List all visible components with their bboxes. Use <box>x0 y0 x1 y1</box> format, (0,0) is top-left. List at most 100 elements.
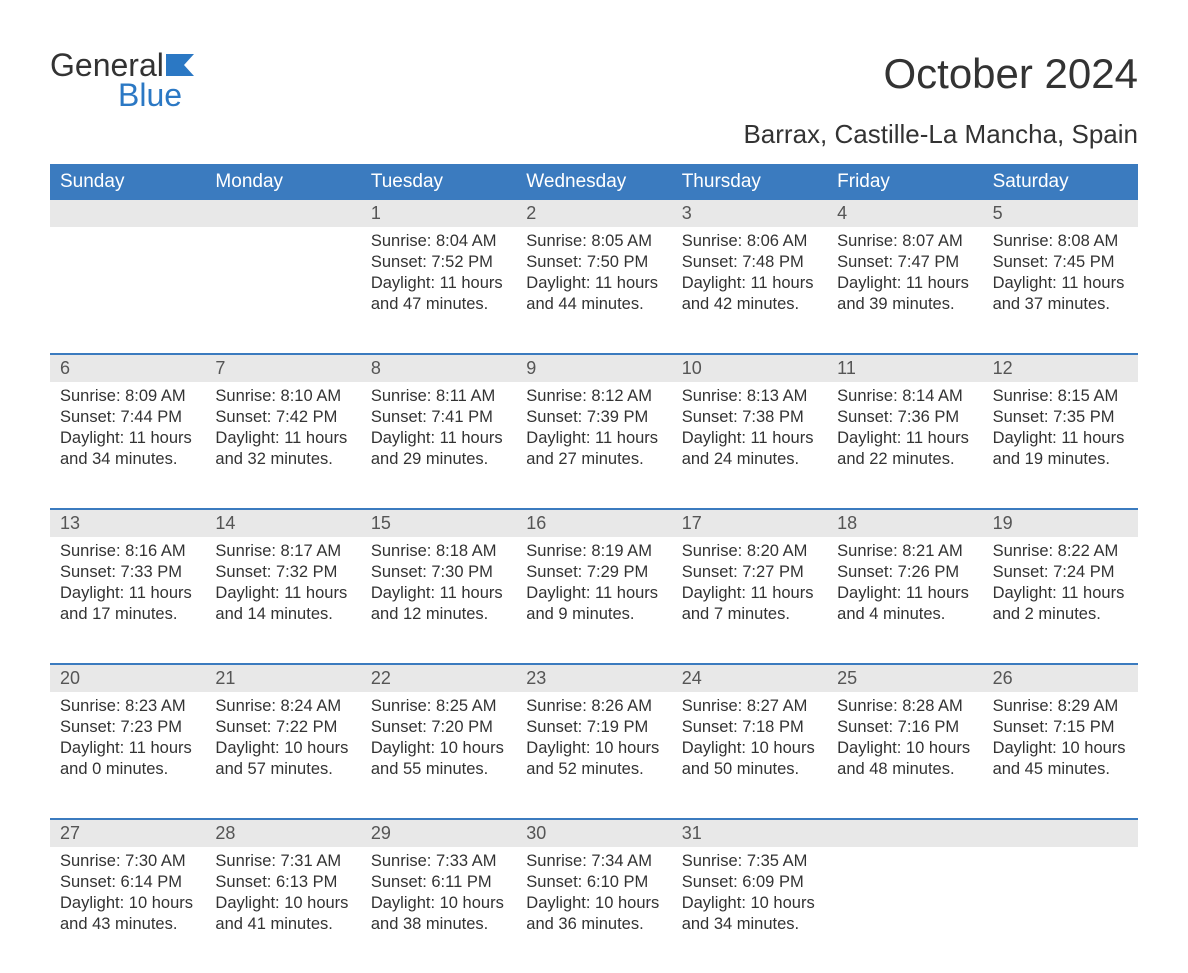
sunset-text: Sunset: 6:13 PM <box>215 872 350 893</box>
day-cell: Sunrise: 8:28 AMSunset: 7:16 PMDaylight:… <box>827 692 982 818</box>
day-number: 5 <box>983 200 1138 227</box>
daylight-text: Daylight: 10 hours and 43 minutes. <box>60 893 195 935</box>
sunrise-text: Sunrise: 8:13 AM <box>682 386 817 407</box>
day-number: 11 <box>827 355 982 382</box>
sunrise-text: Sunrise: 8:20 AM <box>682 541 817 562</box>
sunrise-text: Sunrise: 7:33 AM <box>371 851 506 872</box>
sunrise-text: Sunrise: 8:04 AM <box>371 231 506 252</box>
sunset-text: Sunset: 7:26 PM <box>837 562 972 583</box>
sunrise-text: Sunrise: 8:10 AM <box>215 386 350 407</box>
col-thursday: Thursday <box>672 164 827 200</box>
daylight-text: Daylight: 11 hours and 39 minutes. <box>837 273 972 315</box>
sunrise-text: Sunrise: 8:27 AM <box>682 696 817 717</box>
sunset-text: Sunset: 7:33 PM <box>60 562 195 583</box>
sunset-text: Sunset: 7:20 PM <box>371 717 506 738</box>
day-number <box>983 820 1138 847</box>
daylight-text: Daylight: 10 hours and 55 minutes. <box>371 738 506 780</box>
sunrise-text: Sunrise: 8:15 AM <box>993 386 1128 407</box>
day-cell: Sunrise: 8:08 AMSunset: 7:45 PMDaylight:… <box>983 227 1138 353</box>
day-cell: Sunrise: 8:26 AMSunset: 7:19 PMDaylight:… <box>516 692 671 818</box>
sunset-text: Sunset: 7:16 PM <box>837 717 972 738</box>
day-cell: Sunrise: 8:27 AMSunset: 7:18 PMDaylight:… <box>672 692 827 818</box>
day-number: 4 <box>827 200 982 227</box>
sunrise-text: Sunrise: 8:24 AM <box>215 696 350 717</box>
sunrise-text: Sunrise: 7:30 AM <box>60 851 195 872</box>
day-cell: Sunrise: 8:20 AMSunset: 7:27 PMDaylight:… <box>672 537 827 663</box>
day-number: 1 <box>361 200 516 227</box>
sunset-text: Sunset: 7:47 PM <box>837 252 972 273</box>
daynum-row: 20212223242526 <box>50 663 1138 692</box>
day-cell: Sunrise: 8:18 AMSunset: 7:30 PMDaylight:… <box>361 537 516 663</box>
sunset-text: Sunset: 7:18 PM <box>682 717 817 738</box>
sunset-text: Sunset: 7:29 PM <box>526 562 661 583</box>
daylight-text: Daylight: 11 hours and 24 minutes. <box>682 428 817 470</box>
week-body: Sunrise: 8:09 AMSunset: 7:44 PMDaylight:… <box>50 382 1138 508</box>
daylight-text: Daylight: 11 hours and 42 minutes. <box>682 273 817 315</box>
sunset-text: Sunset: 7:32 PM <box>215 562 350 583</box>
sunrise-text: Sunrise: 8:25 AM <box>371 696 506 717</box>
day-cell: Sunrise: 8:09 AMSunset: 7:44 PMDaylight:… <box>50 382 205 508</box>
col-monday: Monday <box>205 164 360 200</box>
daylight-text: Daylight: 10 hours and 41 minutes. <box>215 893 350 935</box>
day-number: 2 <box>516 200 671 227</box>
daylight-text: Daylight: 11 hours and 32 minutes. <box>215 428 350 470</box>
daylight-text: Daylight: 11 hours and 17 minutes. <box>60 583 195 625</box>
day-cell: Sunrise: 7:31 AMSunset: 6:13 PMDaylight:… <box>205 847 360 973</box>
day-number: 18 <box>827 510 982 537</box>
day-cell: Sunrise: 8:17 AMSunset: 7:32 PMDaylight:… <box>205 537 360 663</box>
day-number: 27 <box>50 820 205 847</box>
sunrise-text: Sunrise: 8:14 AM <box>837 386 972 407</box>
day-number: 25 <box>827 665 982 692</box>
daylight-text: Daylight: 10 hours and 57 minutes. <box>215 738 350 780</box>
week-body: Sunrise: 7:30 AMSunset: 6:14 PMDaylight:… <box>50 847 1138 973</box>
day-number: 8 <box>361 355 516 382</box>
day-cell: Sunrise: 8:07 AMSunset: 7:47 PMDaylight:… <box>827 227 982 353</box>
sunset-text: Sunset: 6:11 PM <box>371 872 506 893</box>
day-number: 14 <box>205 510 360 537</box>
sunrise-text: Sunrise: 8:05 AM <box>526 231 661 252</box>
week-4: 20212223242526 Sunrise: 8:23 AM Sunset: 7:… <box>50 663 1138 818</box>
sunrise-text: Sunrise: 8:28 AM <box>837 696 972 717</box>
day-cell: Sunrise: 7:34 AMSunset: 6:10 PMDaylight:… <box>516 847 671 973</box>
day-number: 10 <box>672 355 827 382</box>
daynum-row: 13141516171819 <box>50 508 1138 537</box>
day-cell: Sunrise: 8:10 AMSunset: 7:42 PMDaylight:… <box>205 382 360 508</box>
day-cell: Sunrise: 8:04 AMSunset: 7:52 PMDaylight:… <box>361 227 516 353</box>
day-number: 6 <box>50 355 205 382</box>
sunset-text: Sunset: 7:15 PM <box>993 717 1128 738</box>
day-cell: Sunrise: 7:30 AMSunset: 6:14 PMDaylight:… <box>50 847 205 973</box>
day-cell <box>983 847 1138 973</box>
sunrise-text: Sunrise: 8:22 AM <box>993 541 1128 562</box>
day-number: 28 <box>205 820 360 847</box>
daynum-row: 6789101112 <box>50 353 1138 382</box>
sunset-text: Sunset: 7:48 PM <box>682 252 817 273</box>
daynum-row: 2728293031 <box>50 818 1138 847</box>
daylight-text: Daylight: 11 hours and 14 minutes. <box>215 583 350 625</box>
sunrise-text: Sunrise: 7:34 AM <box>526 851 661 872</box>
day-cell: Sunrise: 8:11 AMSunset: 7:41 PMDaylight:… <box>361 382 516 508</box>
daylight-text: Daylight: 11 hours and 47 minutes. <box>371 273 506 315</box>
sunset-text: Sunset: 7:44 PM <box>60 407 195 428</box>
day-cell: Sunrise: 7:35 AMSunset: 6:09 PMDaylight:… <box>672 847 827 973</box>
week-1: 12345Sunrise: 8:04 AMSunset: 7:52 PMDayl… <box>50 200 1138 353</box>
daylight-text: Daylight: 11 hours and 9 minutes. <box>526 583 661 625</box>
daylight-text: Daylight: 11 hours and 34 minutes. <box>60 428 195 470</box>
daylight-text: Daylight: 11 hours and 44 minutes. <box>526 273 661 315</box>
day-cell: Sunrise: 8:21 AMSunset: 7:26 PMDaylight:… <box>827 537 982 663</box>
day-number: 22 <box>361 665 516 692</box>
col-tuesday: Tuesday <box>361 164 516 200</box>
sunset-text: Sunset: 7:36 PM <box>837 407 972 428</box>
day-number: 15 <box>361 510 516 537</box>
sunset-text: Sunset: 7:50 PM <box>526 252 661 273</box>
day-cell: Sunrise: 8:24 AMSunset: 7:22 PMDaylight:… <box>205 692 360 818</box>
day-cell: Sunrise: 8:25 AMSunset: 7:20 PMDaylight:… <box>361 692 516 818</box>
sunrise-text: Sunrise: 8:23 AM <box>60 696 195 717</box>
day-cell: Sunrise: 8:12 AMSunset: 7:39 PMDaylight:… <box>516 382 671 508</box>
daylight-text: Daylight: 11 hours and 12 minutes. <box>371 583 506 625</box>
sunset-text: Sunset: 6:14 PM <box>60 872 195 893</box>
sunrise-text: Sunrise: 8:16 AM <box>60 541 195 562</box>
daylight-text: Daylight: 11 hours and 27 minutes. <box>526 428 661 470</box>
sunrise-text: Sunrise: 8:12 AM <box>526 386 661 407</box>
day-number: 20 <box>50 665 205 692</box>
location-subtitle: Barrax, Castille-La Mancha, Spain <box>50 119 1138 150</box>
